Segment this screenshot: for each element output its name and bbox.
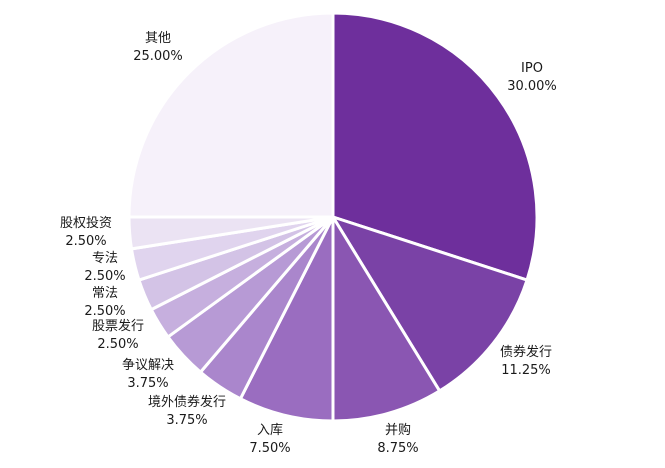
pie-slice-3	[238, 215, 335, 423]
pie-labels: IPO 30.00% 债券发行 11.25% 并购 8.75% 入库 7.50% 境外债券发行 3…	[60, 31, 557, 456]
pie-slice-0	[331, 11, 539, 282]
slice-percent-label: 7.50%	[249, 441, 290, 456]
slice-percent-label: 25.00%	[133, 49, 183, 64]
slice-name-label: 其他	[145, 31, 171, 46]
pie-slice-2	[331, 215, 442, 423]
slice-name-label: 专法	[92, 251, 118, 266]
slice-name-label: IPO	[521, 61, 543, 76]
slice-name-label: 股票发行	[92, 318, 144, 334]
slice-name-label: 债券发行	[500, 344, 552, 360]
pie-slice-10	[127, 11, 335, 219]
slice-percent-label: 11.25%	[501, 363, 551, 378]
slice-percent-label: 2.50%	[84, 304, 125, 319]
slice-percent-label: 3.75%	[166, 413, 207, 428]
slice-name-label: 争议解决	[122, 358, 174, 373]
slice-percent-label: 30.00%	[507, 79, 557, 94]
slice-name-label: 股权投资	[60, 215, 112, 231]
pie-slice-1	[331, 215, 529, 393]
slice-name-label: 并购	[385, 422, 411, 438]
slice-name-label: 常法	[92, 286, 118, 301]
pie-slices	[127, 11, 539, 423]
slice-name-label: 入库	[257, 422, 283, 438]
slice-name-label: 境外债券发行	[148, 394, 226, 410]
slice-percent-label: 2.50%	[97, 337, 138, 352]
slice-percent-label: 2.50%	[84, 269, 125, 284]
slice-percent-label: 2.50%	[65, 234, 106, 249]
slice-percent-label: 8.75%	[377, 441, 418, 456]
slice-percent-label: 3.75%	[127, 376, 168, 391]
